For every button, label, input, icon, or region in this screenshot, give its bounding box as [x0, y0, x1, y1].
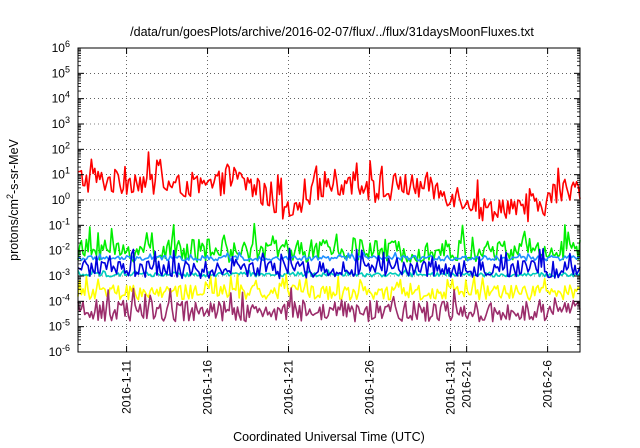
y-tick-label-exp: 1: [65, 166, 70, 176]
series-line-6: [77, 287, 581, 323]
y-tick-label-base: 10: [52, 142, 66, 156]
y-tick-label-base: 10: [52, 41, 66, 55]
series-line-5: [77, 247, 581, 280]
plot-frame: [77, 47, 581, 353]
x-tick-label: 2016-1-11: [120, 360, 134, 414]
y-tick-label-exp: -4: [62, 292, 70, 302]
y-tick-label: 106: [52, 39, 70, 55]
y-tick-label-base: 10: [52, 168, 66, 182]
y-tick-label: 105: [52, 64, 70, 80]
x-tick-label: 2016-1-26: [362, 360, 376, 415]
y-tick-label-base: 10: [49, 218, 63, 232]
y-tick-label: 10-2: [49, 242, 70, 258]
y-tick-label-exp: -6: [62, 343, 70, 353]
chart-title: /data/run/goesPlots/archive/2016-02-07/f…: [130, 25, 534, 39]
x-tick-label: 2016-1-31: [443, 360, 457, 415]
y-tick-label-exp: 4: [65, 90, 70, 100]
y-tick-label-exp: 5: [65, 64, 70, 74]
grid: [78, 47, 580, 353]
x-tick-labels: 2016-1-11 2016-1-16 2016-1-21 2016-1-26 2016…: [120, 360, 555, 415]
x-tick-label: 2016-2-1: [460, 360, 474, 408]
y-tick-label: 100: [52, 191, 70, 207]
series-line-2: [77, 251, 581, 262]
y-tick-label-exp: -1: [62, 216, 70, 226]
y-tick-label-exp: -3: [62, 267, 70, 277]
y-axis-label: protons/cm2-s-sr-MeV: [5, 138, 21, 260]
y-tick-label: 10-1: [49, 216, 70, 232]
y-tick-label: 10-3: [49, 267, 70, 283]
y-tick-label-exp: 0: [65, 191, 70, 201]
y-tick-label-exp: -5: [62, 318, 70, 328]
y-tick-label: 102: [52, 140, 70, 156]
x-tick-label: 2016-1-16: [201, 360, 215, 415]
ticks: [78, 47, 580, 353]
x-axis-label: Coordinated Universal Time (UTC): [233, 430, 425, 444]
y-tick-label-base: 10: [52, 66, 66, 80]
y-tick-label: 104: [52, 90, 70, 106]
y-axis-label-sup: 2: [5, 194, 15, 199]
y-tick-label: 10-5: [49, 318, 70, 334]
y-tick-label-base: 10: [52, 117, 66, 131]
y-tick-label: 10-6: [49, 343, 70, 359]
y-tick-label-exp: 3: [65, 115, 70, 125]
x-tick-label: 2016-2-6: [541, 360, 555, 408]
y-tick-label: 10-4: [49, 292, 70, 308]
y-tick-label-base: 10: [49, 345, 63, 359]
series-layer: [77, 151, 581, 323]
y-tick-label-exp: 6: [65, 39, 70, 49]
y-tick-label-base: 10: [49, 269, 63, 283]
y-tick-label-base: 10: [49, 244, 63, 258]
series-line-4: [77, 273, 581, 301]
y-tick-labels: 10-610-510-410-310-210-11001011021031041…: [49, 39, 70, 359]
y-tick-label-exp: -2: [62, 242, 70, 252]
y-tick-label-exp: 2: [65, 140, 70, 150]
series-line-0: [77, 151, 581, 223]
y-tick-label-base: 10: [49, 320, 63, 334]
y-tick-label: 103: [52, 115, 70, 131]
x-tick-label: 2016-1-21: [282, 360, 296, 415]
y-tick-label: 101: [52, 166, 70, 182]
y-tick-label-base: 10: [52, 193, 66, 207]
y-axis-label-tail: -s-sr-MeV: [7, 138, 21, 194]
y-tick-label-base: 10: [52, 92, 66, 106]
y-tick-label-base: 10: [49, 294, 63, 308]
y-axis-label-base: protons/cm: [7, 199, 21, 261]
